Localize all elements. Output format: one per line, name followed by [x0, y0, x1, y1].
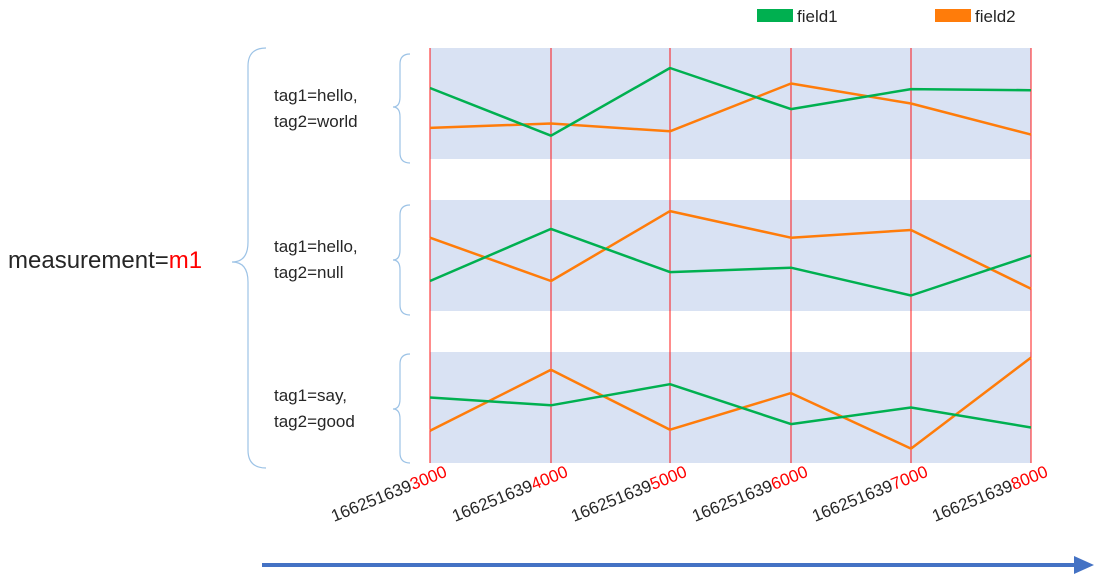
measurement-value: m1 — [169, 247, 202, 274]
legend-swatch-field1 — [757, 9, 793, 22]
tag-label-g3-l1: tag1=say, — [274, 386, 347, 405]
timestamp-suffix: 6000 — [768, 462, 810, 494]
tag-labels: tag1=hello, tag2=world tag1=hello, tag2=… — [274, 86, 358, 431]
timestamp-prefix: 166251639 — [568, 476, 654, 525]
legend-swatch-field2 — [935, 9, 971, 22]
tag-label-g1-l2: tag2=world — [274, 112, 358, 131]
series-line-field1-group-1 — [429, 66, 1032, 137]
series-line-field2-group-3 — [429, 356, 1032, 450]
series-band-3 — [430, 352, 1031, 463]
timestamp-label-6: 1662516398000 — [929, 462, 1050, 526]
timestamp-suffix: 8000 — [1008, 462, 1050, 494]
time-arrow — [262, 556, 1094, 574]
tag-label-g3-l2: tag2=good — [274, 412, 355, 431]
tag-brace-1 — [392, 53, 411, 164]
time-arrow-head — [1074, 556, 1094, 574]
timestamp-label-1: 1662516393000 — [328, 462, 449, 526]
series-bands — [430, 48, 1031, 463]
series-line-field2-group-2 — [429, 209, 1032, 290]
series-lines — [429, 66, 1032, 450]
timestamp-prefix: 166251639 — [689, 476, 775, 525]
tag-brace-3 — [392, 353, 411, 464]
timestamp-suffix: 4000 — [528, 462, 570, 494]
legend: field1 field2 — [757, 7, 1016, 26]
tag-group-braces — [392, 53, 411, 464]
series-line-field1-group-3 — [429, 382, 1032, 429]
measurement-brace — [231, 47, 267, 469]
series-line-field1-group-2 — [429, 227, 1032, 297]
tag-brace-2 — [392, 204, 411, 316]
legend-label-field2: field2 — [975, 7, 1016, 26]
timestamp-suffix: 3000 — [407, 462, 449, 494]
timestamp-label-5: 1662516397000 — [809, 462, 930, 526]
tag-label-g2-l2: tag2=null — [274, 263, 343, 282]
series-line-field2-group-1 — [429, 82, 1032, 136]
timestamp-label-2: 1662516394000 — [449, 462, 570, 526]
tag-label-g1-l1: tag1=hello, — [274, 86, 358, 105]
timestamp-prefix: 166251639 — [809, 476, 895, 525]
measurement-key: measurement= — [8, 247, 169, 274]
series-band-1 — [430, 48, 1031, 159]
timestamp-label-3: 1662516395000 — [568, 462, 689, 526]
timestamp-prefix: 166251639 — [328, 476, 414, 525]
tag-label-g2-l1: tag1=hello, — [274, 237, 358, 256]
timestamp-suffix: 5000 — [647, 462, 689, 494]
timestamp-prefix: 166251639 — [929, 476, 1015, 525]
legend-label-field1: field1 — [797, 7, 838, 26]
timestamp-suffix: 7000 — [888, 462, 930, 494]
series-band-2 — [430, 200, 1031, 311]
timestamp-prefix: 166251639 — [449, 476, 535, 525]
measurement-label: measurement=m1 — [8, 247, 202, 274]
timestamp-label-4: 1662516396000 — [689, 462, 810, 526]
